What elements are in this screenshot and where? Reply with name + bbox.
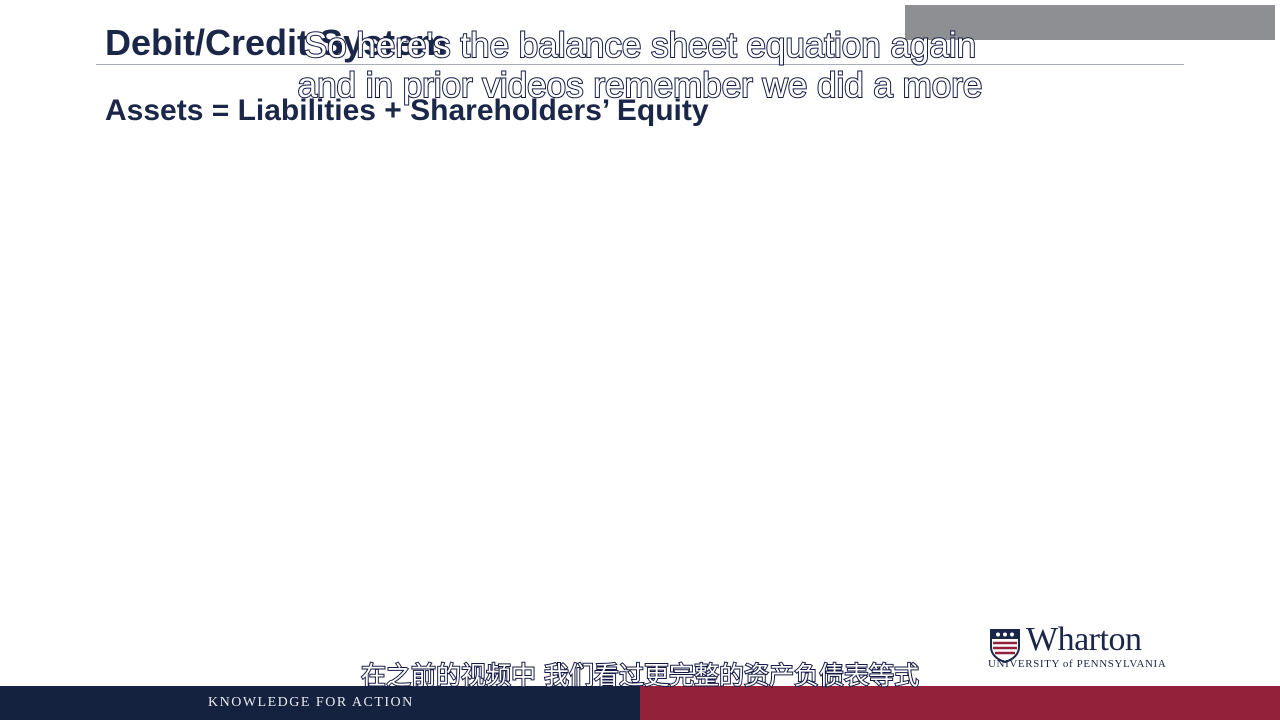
chinese-subtitle: 在之前的视频中 我们看过更完整的资产负债表等式 [360,660,920,691]
balance-sheet-equation: Assets = Liabilities + Shareholders’ Equ… [105,94,709,127]
logo-wordmark: Wharton [1026,621,1142,658]
footer-bar-navy: KNOWLEDGE FOR ACTION [0,686,640,720]
english-subtitle-line-1: So here's the balance sheet equation aga… [303,25,977,66]
english-subtitle: So here's the balance sheet equation aga… [0,25,1280,106]
logo-subline: UNIVERSITY of PENNSYLVANIA [988,658,1167,670]
overlay-box [905,5,1275,40]
wharton-logo: Wharton UNIVERSITY of PENNSYLVANIA [988,621,1188,671]
slide-title: Debit/Credit System [105,22,448,63]
footer-tagline: KNOWLEDGE FOR ACTION [208,695,414,710]
shield-icon [990,629,1020,663]
footer-bar-crimson [640,686,1280,720]
title-divider [96,64,1184,65]
english-subtitle-line-2: and in prior videos remember we did a mo… [297,65,984,106]
